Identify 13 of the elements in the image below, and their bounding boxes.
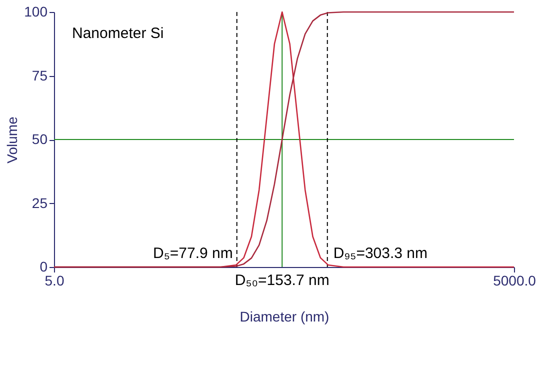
y-tick-label: 0 xyxy=(40,258,48,274)
ref-line-label: D₅₀=153.7 nm xyxy=(234,272,330,289)
ref-line-label: D₉₅=303.3 nm xyxy=(333,245,428,262)
y-tick-label: 50 xyxy=(32,131,48,147)
y-tick-label: 75 xyxy=(32,67,48,84)
annotation: Nanometer Si xyxy=(72,25,164,42)
y-tick-label: 25 xyxy=(32,194,48,211)
x-tick-label: 5000.0 xyxy=(493,272,536,288)
ref-line-label: D₅=77.9 nm xyxy=(153,245,233,262)
y-axis-title: Volume xyxy=(4,116,20,164)
x-tick-label: 5.0 xyxy=(44,272,64,288)
y-tick-label: 100 xyxy=(24,4,48,20)
x-axis-title: Diameter (nm) xyxy=(240,308,330,324)
